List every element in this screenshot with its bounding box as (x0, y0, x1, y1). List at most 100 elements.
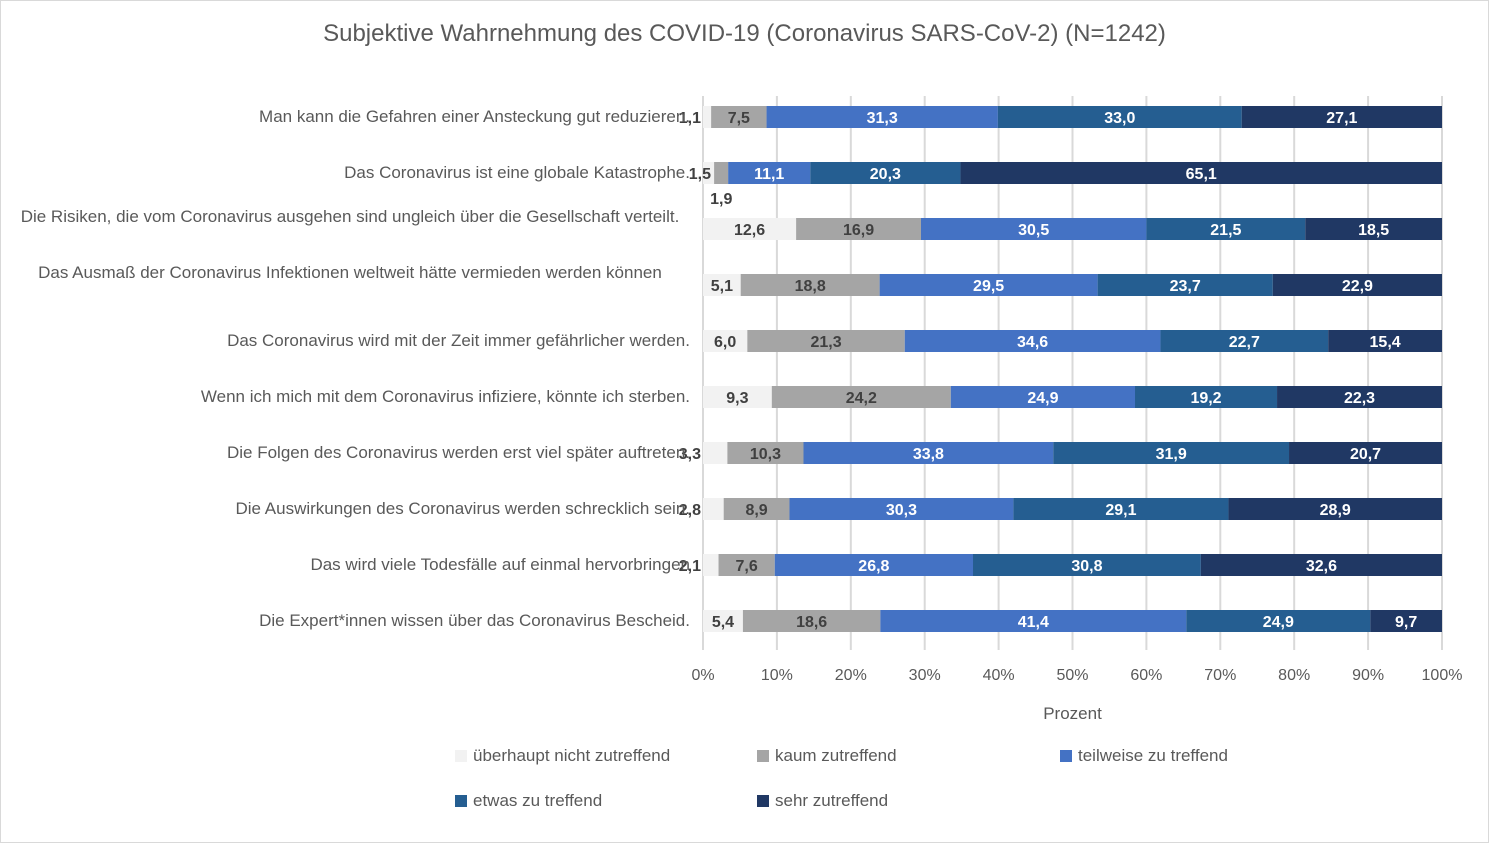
category-label: Die Expert*innen wissen über das Coronav… (259, 611, 690, 630)
bar-segment (711, 106, 767, 128)
bar-segment (703, 218, 797, 240)
bar-segment (728, 162, 811, 184)
bar-segment (1186, 610, 1371, 632)
data-label: 15,4 (1370, 334, 1401, 351)
data-label: 18,5 (1358, 222, 1389, 239)
legend-item: kaum zutreffend (757, 746, 897, 766)
data-label: 31,9 (1156, 446, 1187, 463)
legend-label: überhaupt nicht zutreffend (473, 746, 671, 765)
bar-segment (1241, 106, 1442, 128)
x-tick-label: 10% (761, 667, 793, 684)
bar-segment (973, 554, 1201, 576)
data-label: 20,3 (870, 166, 901, 183)
data-label: 21,5 (1210, 222, 1241, 239)
data-label: 24,2 (846, 390, 877, 407)
data-label: 65,1 (1186, 166, 1217, 183)
data-label: 33,0 (1104, 110, 1135, 127)
bar-segment (703, 162, 715, 184)
bar-segment (921, 218, 1147, 240)
data-label: 21,3 (810, 334, 841, 351)
bar-segment (742, 610, 881, 632)
data-label: 27,1 (1326, 110, 1357, 127)
data-label: 1,9 (710, 191, 732, 208)
bar-segment (810, 162, 961, 184)
legend-swatch (1060, 750, 1072, 762)
category-label: Die Folgen des Coronavirus werden erst v… (226, 443, 690, 462)
data-label: 18,6 (796, 614, 827, 631)
data-label: 9,7 (1395, 614, 1417, 631)
bar-segment (1200, 554, 1442, 576)
bar-segment (904, 330, 1161, 352)
bar-segment (718, 554, 775, 576)
bar-segment (1328, 330, 1442, 352)
x-tick-label: 30% (909, 667, 941, 684)
bar-segment (789, 498, 1014, 520)
data-label: 29,1 (1105, 502, 1136, 519)
bar-segment (703, 330, 748, 352)
x-tick-label: 0% (691, 667, 714, 684)
data-label: 18,8 (795, 278, 826, 295)
data-label: 9,3 (726, 390, 748, 407)
bar-segment (747, 330, 905, 352)
x-tick-label: 50% (1056, 667, 1088, 684)
bar-segment (1370, 610, 1442, 632)
data-label: 10,3 (750, 446, 781, 463)
data-label: 20,7 (1350, 446, 1381, 463)
bar-segment (1272, 274, 1442, 296)
bar-segment (1053, 442, 1290, 464)
data-label: 12,6 (734, 222, 765, 239)
data-label: 22,9 (1342, 278, 1373, 295)
x-tick-label: 60% (1130, 667, 1162, 684)
bar-segment (1013, 498, 1229, 520)
bar-segment (1289, 442, 1442, 464)
bar-segment (1135, 386, 1278, 408)
category-label: Das Ausmaß der Coronavirus Infektionen w… (38, 263, 662, 282)
bar-segment (1160, 330, 1329, 352)
category-label: Das Coronavirus ist eine globale Katastr… (344, 163, 690, 182)
bar-segment (1228, 498, 1442, 520)
bar-segment (714, 162, 729, 184)
bar-segment (703, 610, 743, 632)
bar-segment (1305, 218, 1442, 240)
bar-segment (774, 554, 974, 576)
x-tick-label: 100% (1422, 667, 1463, 684)
bar-segment (703, 274, 741, 296)
data-label: 34,6 (1017, 334, 1048, 351)
bar-segment (997, 106, 1242, 128)
data-label: 2,8 (679, 502, 701, 519)
data-label: 26,8 (858, 558, 889, 575)
data-label: 2,1 (679, 558, 701, 575)
data-label: 23,7 (1170, 278, 1201, 295)
bar-segment (796, 218, 922, 240)
category-label: Das Coronavirus wird mit der Zeit immer … (227, 331, 690, 350)
bar-segment (703, 498, 724, 520)
data-label: 28,9 (1320, 502, 1351, 519)
x-tick-label: 40% (983, 667, 1015, 684)
data-label: 5,1 (711, 278, 733, 295)
bar-segment (703, 106, 712, 128)
data-label: 7,6 (736, 558, 758, 575)
bar-segment (1277, 386, 1442, 408)
data-label: 3,3 (679, 446, 701, 463)
data-label: 19,2 (1190, 390, 1221, 407)
category-label: Wenn ich mich mit dem Coronavirus infizi… (200, 387, 690, 406)
data-label: 1,5 (689, 166, 711, 183)
category-label: Das wird viele Todesfälle auf einmal her… (310, 555, 690, 574)
legend-item: überhaupt nicht zutreffend (455, 746, 670, 766)
data-label: 24,9 (1263, 614, 1294, 631)
legend-item: etwas zu treffend (455, 791, 602, 811)
legend-item: sehr zutreffend (757, 791, 888, 811)
bar-segment (803, 442, 1054, 464)
bar-segment (703, 386, 772, 408)
data-label: 1,1 (679, 110, 701, 127)
x-axis-label: Prozent (1043, 704, 1102, 723)
data-label: 32,6 (1306, 558, 1337, 575)
bar-segment (880, 610, 1187, 632)
x-tick-label: 70% (1204, 667, 1236, 684)
data-label: 24,9 (1027, 390, 1058, 407)
bar-segment (703, 554, 719, 576)
data-label: 16,9 (843, 222, 874, 239)
data-label: 30,5 (1018, 222, 1049, 239)
data-label: 30,3 (886, 502, 917, 519)
